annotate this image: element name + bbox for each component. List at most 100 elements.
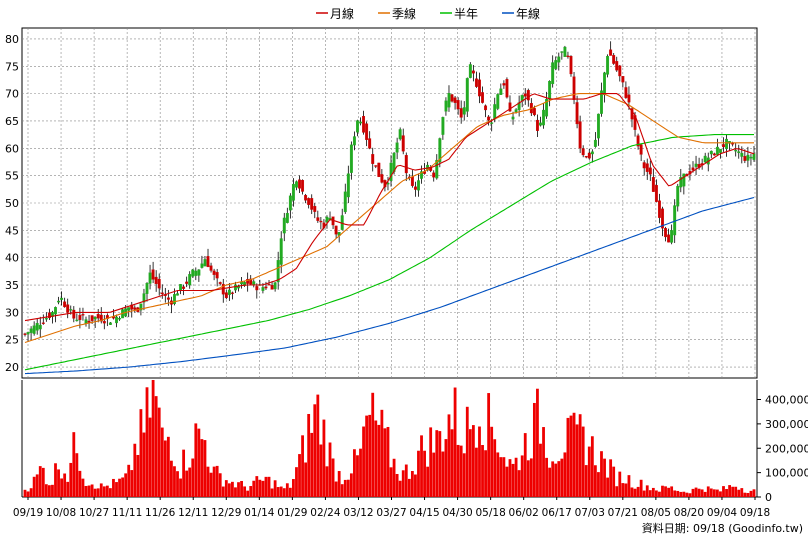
volume-bar xyxy=(566,417,570,497)
candle-body xyxy=(395,142,399,153)
volume-tick-label: 200,000 xyxy=(765,442,808,455)
volume-bar xyxy=(456,444,460,497)
volume-bar xyxy=(148,417,152,497)
volume-bar xyxy=(292,479,295,497)
volume-bar xyxy=(316,394,320,497)
y-tick-label: 60 xyxy=(5,142,19,155)
candle-body xyxy=(194,270,198,276)
x-tick-label: 12/11 xyxy=(178,507,208,519)
volume-bar xyxy=(112,478,115,497)
volume-bar xyxy=(688,493,692,497)
candle-body xyxy=(96,314,100,319)
volume-bar xyxy=(536,388,539,497)
volume-panel: 0 100,000 200,000 300,000 400,000 xyxy=(21,380,808,504)
volume-bar xyxy=(563,452,567,497)
volume-bar xyxy=(48,485,51,497)
volume-bar xyxy=(468,429,472,497)
volume-bar xyxy=(139,409,143,497)
volume-bar xyxy=(597,472,600,497)
volume-bar xyxy=(462,453,466,497)
x-tick-label: 08/20 xyxy=(674,507,704,519)
volume-bar xyxy=(609,459,613,497)
candle-body xyxy=(310,198,314,210)
volume-bar xyxy=(752,489,756,497)
candle-body xyxy=(29,328,33,333)
candle-body xyxy=(645,163,649,172)
sma-year-line xyxy=(24,196,755,375)
candle-body xyxy=(325,216,329,223)
volume-bar xyxy=(587,446,591,497)
x-tick-label: 01/29 xyxy=(277,507,307,519)
candle-body xyxy=(35,322,39,331)
volume-bar xyxy=(252,480,256,497)
volume-bar xyxy=(715,489,719,497)
volume-bar xyxy=(69,462,73,497)
candle-body xyxy=(417,180,420,191)
candle-body xyxy=(151,269,155,280)
volume-bar xyxy=(426,466,430,497)
volume-bar xyxy=(218,473,222,497)
candle-body xyxy=(600,90,603,114)
candle-body xyxy=(673,205,677,236)
candle-body xyxy=(743,156,747,161)
volume-bar xyxy=(325,466,329,497)
volume-bar xyxy=(709,488,713,497)
candle-body xyxy=(230,292,234,294)
volume-bar xyxy=(691,488,695,497)
candle-body xyxy=(642,162,646,169)
y-tick-label: 20 xyxy=(5,361,19,374)
sma-quarter-line xyxy=(24,93,754,344)
volume-bar xyxy=(99,483,103,497)
volume-bar xyxy=(142,432,146,497)
candle-body xyxy=(191,269,195,277)
volume-bar xyxy=(407,478,411,497)
volume-bar xyxy=(96,488,100,497)
volume-bar xyxy=(51,484,54,497)
volume-tick-label: 400,000 xyxy=(765,394,808,407)
volume-bar xyxy=(209,472,213,497)
candle-body xyxy=(166,297,170,300)
legend-label-2: 季線 xyxy=(392,6,416,21)
volume-bar xyxy=(264,476,268,497)
volume-bar xyxy=(441,451,445,497)
candle-body xyxy=(712,153,716,156)
volume-bar xyxy=(63,473,67,497)
volume-bar xyxy=(542,427,545,497)
volume-bar xyxy=(569,415,573,497)
volume-bar xyxy=(170,460,173,497)
candle-body xyxy=(173,294,176,305)
volume-bar xyxy=(560,458,564,497)
volume-bar xyxy=(697,488,701,497)
volume-bar xyxy=(578,414,582,497)
volume-bar xyxy=(572,412,576,497)
volume-bar xyxy=(346,479,350,497)
volume-bar xyxy=(157,407,161,497)
candle-body xyxy=(749,156,753,159)
volume-bar xyxy=(285,483,289,497)
candle-body xyxy=(682,173,686,187)
candle-body xyxy=(612,55,616,64)
candle-body xyxy=(615,61,619,71)
volume-bar xyxy=(453,387,457,497)
candle-body xyxy=(679,177,683,188)
candle-body xyxy=(575,102,579,125)
candle-body xyxy=(715,146,719,155)
volume-bar xyxy=(401,470,405,497)
y-tick-label: 45 xyxy=(5,224,19,237)
volume-bar xyxy=(194,423,198,497)
volume-bar xyxy=(54,463,57,497)
candle-body xyxy=(264,286,268,289)
volume-bar xyxy=(160,427,164,497)
candle-body xyxy=(554,60,558,69)
candle-body xyxy=(334,225,338,235)
candle-body xyxy=(432,172,436,178)
volume-bar xyxy=(667,487,670,497)
volume-bar xyxy=(740,488,744,497)
volume-bar xyxy=(377,424,381,497)
candle-body xyxy=(212,270,216,275)
volume-bar xyxy=(420,435,423,497)
candle-body xyxy=(438,138,442,163)
volume-bar xyxy=(679,491,683,497)
volume-bar xyxy=(221,486,225,497)
x-tick-label: 07/21 xyxy=(608,507,638,519)
